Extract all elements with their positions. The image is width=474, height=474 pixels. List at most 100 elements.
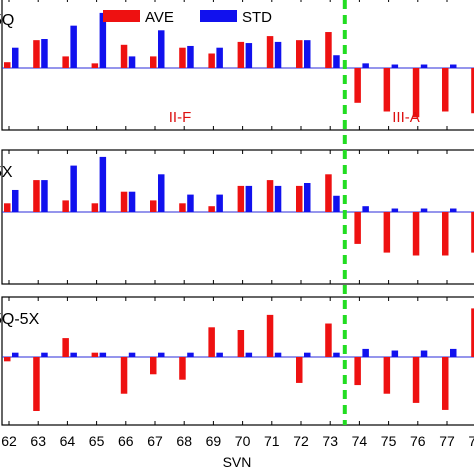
bar-ave-77: [442, 357, 449, 410]
bar-ave-71: [266, 36, 274, 68]
bar-std-63: [41, 352, 48, 357]
bar-std-73: [333, 352, 340, 357]
bar-std-71: [274, 41, 282, 68]
panel-label: 5Q-5X: [0, 311, 40, 328]
bar-ave-74: [354, 212, 361, 244]
bar-std-76: [420, 350, 428, 357]
bar-std-64: [70, 25, 77, 68]
bar-std-64: [70, 352, 77, 357]
bar-ave-78: [471, 308, 474, 357]
panel-3: 5Q-5X: [0, 296, 474, 426]
bar-std-65: [99, 352, 107, 357]
x-tick-label: 71: [264, 433, 280, 449]
bar-ave-65: [91, 63, 99, 68]
bar-std-75: [391, 64, 399, 68]
bar-ave-72: [296, 40, 303, 68]
bar-ave-66: [120, 191, 128, 212]
legend-swatch-std: [200, 10, 237, 22]
x-tick-label: 70: [235, 433, 251, 449]
legend-label-ave: AVE: [145, 9, 174, 26]
bar-ave-72: [296, 357, 303, 383]
bar-ave-67: [150, 200, 157, 212]
bar-std-70: [245, 352, 253, 357]
bar-std-62: [12, 47, 19, 68]
bar-std-69: [216, 47, 223, 68]
x-tick-label: 78: [468, 433, 474, 449]
x-tick-label: 62: [1, 433, 17, 449]
bar-ave-73: [325, 32, 332, 68]
bar-std-70: [245, 43, 253, 68]
region-label-right: III-A: [392, 109, 420, 126]
bar-ave-76: [412, 357, 420, 403]
bar-std-67: [158, 30, 165, 68]
panel-2: 5X: [0, 149, 474, 285]
panel-label: 5Q: [0, 12, 14, 29]
panel-frame: [1, 149, 474, 285]
bar-ave-77: [442, 212, 449, 256]
bar-ave-70: [237, 41, 245, 68]
panel-label: 5X: [0, 164, 13, 181]
bar-std-77: [450, 64, 457, 68]
bar-ave-64: [62, 200, 69, 212]
bar-ave-71: [266, 180, 274, 212]
bar-std-68: [187, 352, 194, 357]
bar-std-68: [187, 45, 194, 68]
bar-ave-67: [150, 357, 157, 375]
bar-ave-68: [179, 47, 186, 68]
bar-std-72: [304, 183, 311, 212]
panels: 5Q 5X 5Q-5X II-F III-A: [0, 0, 474, 426]
x-tick-label: 76: [410, 433, 426, 449]
bar-std-65: [99, 156, 107, 212]
bar-ave-63: [33, 40, 40, 68]
x-tick-label: 63: [30, 433, 46, 449]
x-tick-label: 74: [352, 433, 368, 449]
panel-frame: [1, 0, 474, 131]
legend-swatch-ave: [103, 10, 140, 22]
legend: AVE STD: [103, 9, 272, 26]
x-axis-label: SVN: [223, 454, 252, 470]
bar-ave-78: [471, 212, 474, 253]
bar-std-73: [333, 195, 340, 212]
x-tick-label: 75: [381, 433, 397, 449]
bar-std-63: [41, 180, 48, 212]
bar-ave-67: [150, 56, 157, 68]
x-tick-labels: 62 63 64 65 66 67 68 69 70 71 72 73 74 75 76 77 78: [1, 433, 474, 449]
x-tick-label: 68: [176, 433, 192, 449]
bar-ave-69: [208, 206, 215, 212]
bar-std-67: [158, 174, 165, 212]
bar-ave-64: [62, 338, 69, 357]
region-label-left: II-F: [169, 109, 192, 126]
x-tick-label: 65: [89, 433, 105, 449]
bar-ave-76: [412, 68, 420, 118]
bar-std-66: [128, 191, 136, 212]
bar-std-62: [12, 352, 19, 357]
bar-ave-63: [33, 357, 40, 411]
bar-std-76: [420, 208, 428, 212]
bar-ave-65: [91, 352, 99, 357]
bar-ave-71: [266, 314, 274, 357]
bar-std-71: [274, 352, 282, 357]
bar-ave-68: [179, 357, 186, 380]
bar-ave-65: [91, 203, 99, 212]
bar-ave-75: [383, 357, 391, 394]
x-tick-label: 66: [118, 433, 134, 449]
bar-ave-69: [208, 53, 215, 68]
bar-ave-70: [237, 330, 245, 357]
bar-std-76: [420, 64, 428, 68]
bar-std-74: [362, 206, 369, 212]
bar-std-72: [304, 40, 311, 68]
bar-std-62: [12, 189, 19, 212]
x-tick-label: 77: [439, 433, 455, 449]
bar-std-75: [391, 350, 399, 357]
bar-ave-75: [383, 68, 391, 112]
bar-std-71: [274, 185, 282, 212]
bar-std-68: [187, 194, 194, 212]
bar-std-74: [362, 63, 369, 68]
panel-frame: [1, 296, 474, 426]
bar-ave-69: [208, 327, 215, 357]
x-tick-label: 73: [322, 433, 338, 449]
bar-std-77: [450, 348, 457, 357]
bar-ave-75: [383, 212, 391, 253]
bar-ave-62: [4, 357, 11, 362]
